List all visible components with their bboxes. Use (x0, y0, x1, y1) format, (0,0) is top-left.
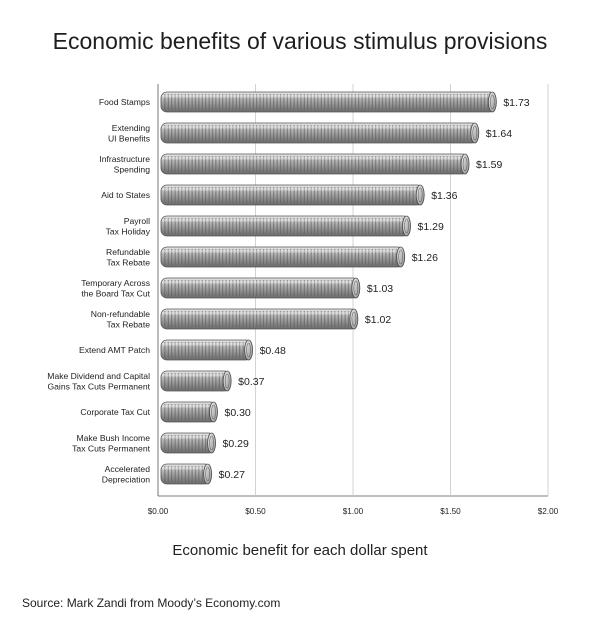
category-label: Temporary Across the Board Tax Cut (81, 278, 150, 299)
bar (160, 153, 470, 175)
bar (160, 122, 480, 144)
bar (160, 339, 254, 361)
category-label: Extending UI Benefits (108, 123, 150, 144)
value-label: $1.03 (367, 283, 393, 295)
value-label: $1.26 (412, 252, 438, 264)
x-tick-label: $1.50 (440, 507, 461, 516)
value-label: $1.29 (418, 221, 444, 233)
bar (160, 277, 361, 299)
category-label: Infrastructure Spending (99, 154, 150, 175)
bar (160, 463, 213, 485)
category-label: Make Dividend and Capital Gains Tax Cuts … (47, 371, 150, 392)
category-label: Payroll Tax Holiday (106, 216, 151, 237)
value-label: $1.73 (503, 97, 529, 109)
x-tick-label: $0.50 (245, 507, 266, 516)
bar (160, 215, 411, 237)
x-tick-label: $0.00 (148, 507, 169, 516)
bar (160, 246, 406, 268)
source-note: Source: Mark Zandi from Moody’s Economy.… (22, 596, 281, 610)
x-tick-label: $2.00 (538, 507, 559, 516)
value-label: $0.48 (260, 345, 286, 357)
category-label: Food Stamps (99, 97, 150, 107)
category-label: Refundable Tax Rebate (106, 247, 150, 268)
category-label: Non-refundable Tax Rebate (91, 309, 150, 330)
category-label: Extend AMT Patch (79, 345, 150, 355)
category-label: Accelerated Depreciation (102, 464, 150, 485)
value-label: $0.27 (219, 469, 245, 481)
bar (160, 91, 497, 113)
chart-title: Economic benefits of various stimulus pr… (52, 28, 548, 54)
value-label: $0.37 (238, 376, 264, 388)
category-label: Corporate Tax Cut (80, 407, 150, 417)
value-label: $1.36 (431, 190, 457, 202)
value-label: $1.64 (486, 128, 512, 140)
bar (160, 401, 218, 423)
bar (160, 370, 232, 392)
value-label: $1.59 (476, 159, 502, 171)
x-tick-label: $1.00 (343, 507, 364, 516)
bar (160, 184, 425, 206)
value-label: $1.02 (365, 314, 391, 326)
category-label: Make Bush Income Tax Cuts Permanent (72, 433, 150, 454)
x-axis-title: Economic benefit for each dollar spent (172, 542, 428, 559)
value-label: $0.29 (223, 438, 249, 450)
bar (160, 432, 216, 454)
value-label: $0.30 (225, 407, 251, 419)
category-label: Aid to States (101, 190, 150, 200)
bar (160, 308, 359, 330)
